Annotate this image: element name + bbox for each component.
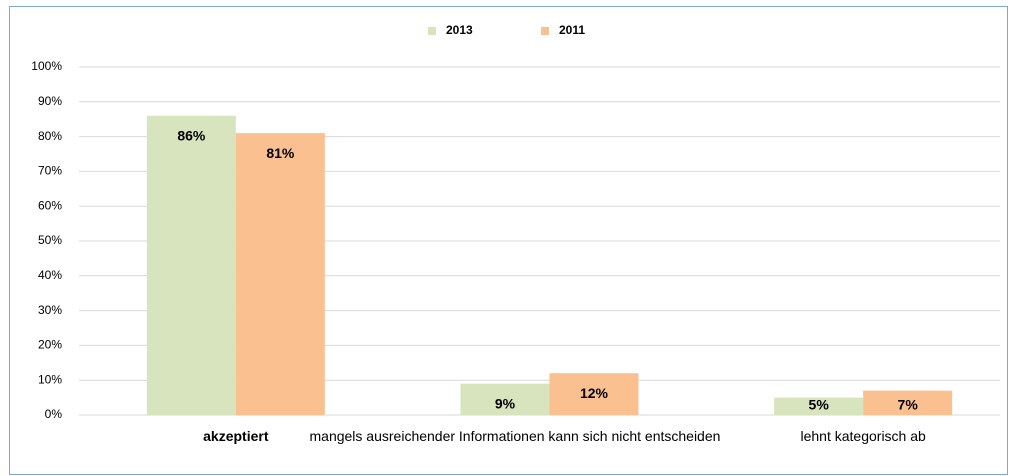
bar (549, 373, 639, 415)
legend-label: 2013 (446, 23, 473, 37)
y-tick-label: 90% (38, 94, 62, 108)
x-tick-label: mangels ausreichender Informationen kann… (309, 428, 721, 444)
y-tick-label: 100% (31, 59, 62, 73)
y-tick-label: 10% (38, 372, 62, 386)
y-tick-label: 0% (45, 407, 63, 421)
legend-swatch (541, 27, 549, 35)
data-label: 7% (898, 397, 919, 413)
data-label: 12% (580, 385, 609, 401)
y-tick-label: 50% (38, 233, 62, 247)
data-label: 86% (177, 127, 206, 143)
bar (146, 115, 236, 415)
data-label: 5% (809, 397, 830, 413)
x-tick-label: akzeptiert (203, 428, 269, 444)
x-tick-label-box: akzeptiert (203, 428, 269, 444)
data-label: 9% (495, 395, 516, 411)
bar (235, 133, 325, 415)
data-label: 81% (266, 145, 295, 161)
x-tick-label: lehnt kategorisch ab (800, 428, 926, 444)
x-tick-label-box: mangels ausreichender Informationen kann… (309, 428, 721, 444)
y-tick-label: 80% (38, 129, 62, 143)
y-tick-label: 20% (38, 338, 62, 352)
legend-swatch (428, 27, 436, 35)
legend-label: 2011 (559, 23, 585, 37)
bar (460, 383, 550, 415)
y-tick-label: 70% (38, 164, 62, 178)
x-tick-label-box: lehnt kategorisch ab (800, 428, 926, 444)
bar (863, 390, 953, 415)
bar (774, 397, 864, 415)
y-tick-label: 40% (38, 268, 62, 282)
y-tick-label: 30% (38, 303, 62, 317)
y-tick-label: 60% (38, 198, 62, 212)
